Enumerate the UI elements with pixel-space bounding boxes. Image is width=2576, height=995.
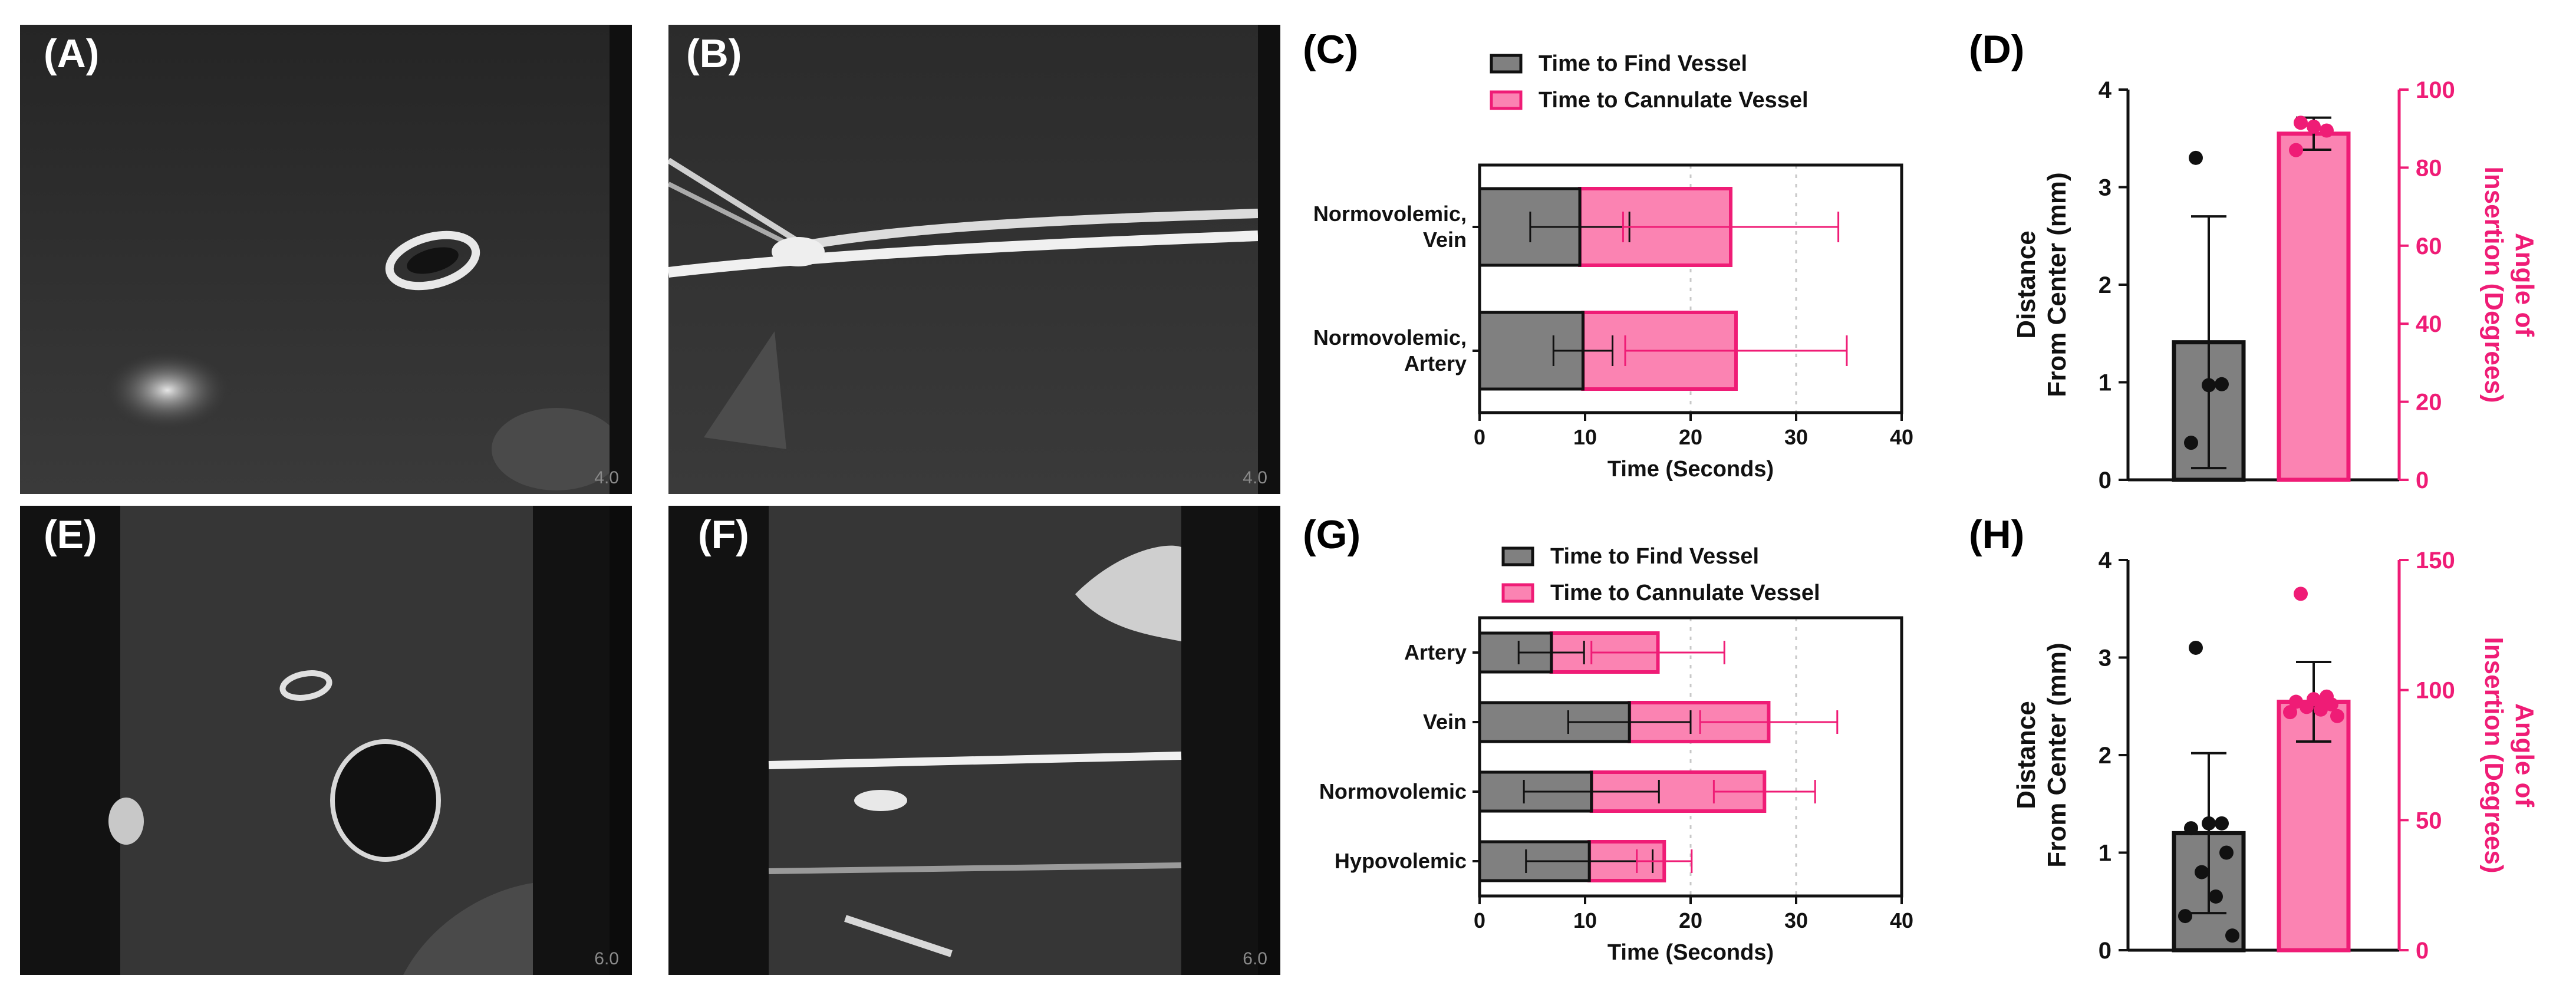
right-tick-label: 100: [2416, 678, 2455, 704]
x-tick-label: 0: [1474, 908, 1485, 933]
x-tick-label: 40: [1890, 425, 1913, 449]
chart-c: Time to Find Vessel Time to Cannulate Ves…: [1313, 51, 1913, 482]
legend-swatch-0: [1490, 54, 1523, 74]
bar-angle: [2277, 131, 2351, 482]
data-point-angle: [2283, 705, 2297, 720]
data-point-distance: [2215, 816, 2229, 831]
data-point-distance: [2189, 640, 2203, 655]
data-point-distance: [2202, 816, 2216, 831]
right-axis-title: Angle ofInsertion (Degrees): [2479, 637, 2539, 874]
left-tick-label: 1: [2099, 841, 2111, 866]
right-tick-label: 100: [2416, 77, 2455, 103]
data-point-distance: [2215, 377, 2229, 391]
panel-label-e: (E): [44, 512, 97, 557]
left-tick-label: 2: [2099, 272, 2111, 298]
data-point-angle: [2330, 709, 2344, 723]
data-point-angle: [2289, 694, 2303, 709]
panel-label-f: (F): [698, 512, 749, 557]
data-point-distance: [2178, 909, 2192, 924]
left-tick-label: 4: [2099, 77, 2112, 103]
left-axis-title: DistanceFrom Center (mm): [2012, 643, 2071, 867]
ultrasound-scan-a: [20, 25, 632, 494]
data-point-distance: [2195, 865, 2209, 879]
panel-label-d: (D): [1969, 27, 2025, 72]
data-point-angle: [2324, 697, 2338, 711]
x-tick-label: 10: [1573, 908, 1597, 933]
x-tick-label: 20: [1679, 908, 1702, 933]
panel-label-a: (A): [44, 31, 100, 76]
category-label: Normovolemic, Vein: [1313, 202, 1467, 252]
data-point-angle: [2294, 587, 2308, 601]
panel-label-b: (B): [686, 31, 742, 76]
data-point-angle: [2307, 119, 2321, 134]
depth-label-a: 4.0: [594, 468, 619, 487]
panel-label-g: (G): [1303, 512, 1361, 557]
left-tick-label: 2: [2099, 743, 2111, 769]
left-tick-label: 3: [2099, 175, 2111, 201]
right-tick-label: 80: [2416, 155, 2442, 181]
x-tick-label: 40: [1890, 908, 1913, 933]
data-point-angle: [2320, 123, 2334, 138]
legend-swatch-0: [1501, 546, 1534, 566]
legend-swatch-1: [1501, 583, 1534, 603]
right-tick-label: 150: [2416, 548, 2455, 574]
panel-label-h: (H): [1969, 512, 2025, 557]
chart-h: 0 1 2 3 4 0 50 100 150 DistanceFrom Center (mm) An…: [2012, 548, 2539, 964]
right-axis-title: Angle ofInsertion (Degrees): [2479, 167, 2539, 403]
ultrasound-scan-f: [668, 506, 1280, 975]
right-tick-label: 60: [2416, 233, 2442, 259]
right-tick-label: 20: [2416, 390, 2442, 416]
data-point-angle: [2294, 116, 2308, 130]
left-tick-label: 1: [2099, 370, 2111, 396]
legend-label-1: Time to Cannulate Vessel: [1539, 88, 1809, 113]
ultrasound-panel-f: (F) 6.0: [668, 506, 1280, 975]
right-tick-label: 50: [2416, 808, 2442, 833]
depth-label-f: 6.0: [1243, 949, 1267, 968]
x-tick-label: 30: [1784, 908, 1808, 933]
ultrasound-scan-b: [668, 25, 1280, 494]
left-axis-title: DistanceFrom Center (mm): [2012, 172, 2071, 397]
depth-label-b: 4.0: [1243, 468, 1267, 487]
data-point-distance: [2209, 889, 2223, 904]
chart-g: Time to Find Vessel Time to Cannulate Ves…: [1319, 544, 1913, 965]
data-point-angle: [2300, 700, 2314, 714]
data-point-angle: [2314, 702, 2328, 717]
data-point-distance: [2225, 928, 2239, 943]
ultrasound-panel-a: (A) 4.0: [20, 25, 632, 494]
ultrasound-panel-b: (B) 4.0: [668, 25, 1280, 494]
data-point-distance: [2184, 436, 2198, 450]
category-label: Hypovolemic: [1335, 849, 1467, 873]
data-point-distance: [2189, 150, 2203, 165]
left-tick-label: 4: [2099, 548, 2112, 574]
legend-swatch-1: [1490, 90, 1523, 110]
right-tick-label: 40: [2416, 311, 2442, 337]
depth-label-e: 6.0: [594, 949, 619, 968]
category-label: Vein: [1423, 710, 1467, 734]
legend-label-0: Time to Find Vessel: [1550, 544, 1759, 569]
data-point-distance: [2202, 378, 2216, 393]
legend-label-0: Time to Find Vessel: [1539, 51, 1747, 76]
category-label: Normovolemic: [1319, 779, 1467, 803]
left-tick-label: 0: [2099, 467, 2111, 493]
x-tick-label: 20: [1679, 425, 1702, 449]
x-axis-title: Time (Seconds): [1607, 457, 1774, 482]
panel-label-c: (C): [1303, 27, 1359, 72]
right-tick-label: 0: [2416, 467, 2429, 493]
data-point-distance: [2219, 845, 2234, 860]
category-label: Artery: [1404, 640, 1467, 664]
ultrasound-scan-e: [20, 506, 632, 975]
data-point-distance: [2184, 821, 2198, 836]
x-tick-label: 10: [1573, 425, 1597, 449]
left-tick-label: 0: [2099, 938, 2111, 964]
x-tick-label: 0: [1474, 425, 1485, 449]
x-axis-title: Time (Seconds): [1607, 940, 1774, 965]
x-tick-label: 30: [1784, 425, 1808, 449]
left-tick-label: 3: [2099, 645, 2111, 671]
category-label: Normovolemic, Artery: [1313, 325, 1467, 375]
legend-label-1: Time to Cannulate Vessel: [1550, 581, 1820, 605]
data-point-angle: [2289, 143, 2303, 157]
right-tick-label: 0: [2416, 938, 2429, 964]
ultrasound-panel-e: (E) 6.0: [20, 506, 632, 975]
